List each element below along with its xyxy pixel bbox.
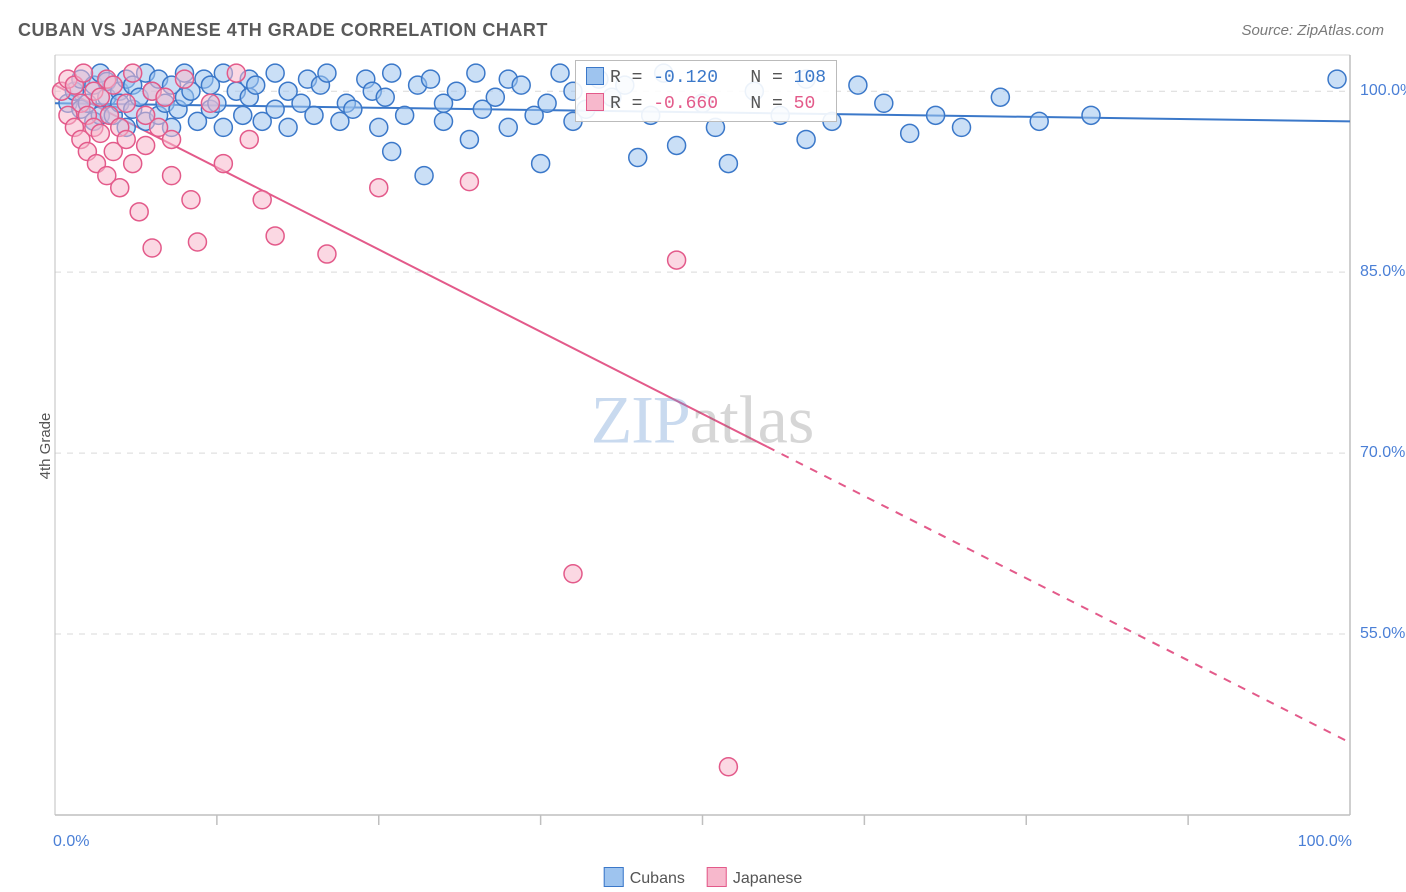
- data-point-cubans: [629, 149, 647, 167]
- data-point-japanese: [564, 565, 582, 583]
- data-point-cubans: [376, 88, 394, 106]
- data-point-cubans: [435, 112, 453, 130]
- data-point-cubans: [1082, 106, 1100, 124]
- data-point-japanese: [253, 191, 271, 209]
- data-point-cubans: [849, 76, 867, 94]
- data-point-cubans: [422, 70, 440, 88]
- data-point-cubans: [512, 76, 530, 94]
- data-point-cubans: [499, 118, 517, 136]
- data-point-cubans: [953, 118, 971, 136]
- series-legend: Cubans Japanese: [604, 867, 803, 888]
- y-tick-label: 70.0%: [1360, 444, 1405, 462]
- data-point-japanese: [227, 64, 245, 82]
- source-credit: Source: ZipAtlas.com: [1241, 22, 1384, 39]
- data-point-japanese: [188, 233, 206, 251]
- data-point-cubans: [460, 130, 478, 148]
- data-point-cubans: [415, 167, 433, 185]
- data-point-cubans: [875, 94, 893, 112]
- data-point-cubans: [538, 94, 556, 112]
- data-point-japanese: [182, 191, 200, 209]
- data-point-cubans: [266, 100, 284, 118]
- stats-legend-box: R = -0.120 N = 108R = -0.660 N = 50: [575, 60, 837, 122]
- data-point-japanese: [137, 136, 155, 154]
- data-point-cubans: [467, 64, 485, 82]
- data-point-cubans: [383, 64, 401, 82]
- data-point-cubans: [486, 88, 504, 106]
- data-point-japanese: [124, 155, 142, 173]
- y-tick-label: 85.0%: [1360, 263, 1405, 281]
- regression-line-japanese-extrapolated: [767, 447, 1350, 743]
- y-tick-label: 100.0%: [1360, 82, 1406, 100]
- plot-area: ZIPatlas R = -0.120 N = 108R = -0.660 N …: [55, 55, 1350, 815]
- data-point-cubans: [551, 64, 569, 82]
- data-point-japanese: [214, 155, 232, 173]
- data-point-cubans: [370, 118, 388, 136]
- data-point-japanese: [91, 124, 109, 142]
- chart-title: CUBAN VS JAPANESE 4TH GRADE CORRELATION …: [18, 20, 548, 41]
- data-point-cubans: [247, 76, 265, 94]
- data-point-cubans: [266, 64, 284, 82]
- data-point-cubans: [1328, 70, 1346, 88]
- data-point-cubans: [901, 124, 919, 142]
- data-point-japanese: [124, 64, 142, 82]
- data-point-cubans: [991, 88, 1009, 106]
- legend-swatch: [586, 67, 604, 85]
- legend-swatch: [707, 867, 727, 887]
- data-point-cubans: [1030, 112, 1048, 130]
- data-point-cubans: [234, 106, 252, 124]
- data-point-japanese: [104, 76, 122, 94]
- scatter-chart-svg: [55, 55, 1350, 815]
- data-point-cubans: [927, 106, 945, 124]
- data-point-japanese: [266, 227, 284, 245]
- y-axis-label: 4th Grade: [37, 413, 54, 480]
- x-axis-end-label: 100.0%: [1298, 833, 1352, 851]
- data-point-cubans: [447, 82, 465, 100]
- data-point-japanese: [111, 179, 129, 197]
- data-point-cubans: [396, 106, 414, 124]
- data-point-japanese: [370, 179, 388, 197]
- data-point-japanese: [719, 758, 737, 776]
- stats-row-cubans: R = -0.120 N = 108: [586, 65, 826, 91]
- y-tick-label: 55.0%: [1360, 625, 1405, 643]
- legend-swatch: [586, 93, 604, 111]
- data-point-cubans: [797, 130, 815, 148]
- data-point-cubans: [383, 143, 401, 161]
- data-point-japanese: [117, 94, 135, 112]
- data-point-cubans: [719, 155, 737, 173]
- data-point-cubans: [305, 106, 323, 124]
- legend-item: Cubans: [604, 867, 685, 888]
- legend-item: Japanese: [707, 867, 802, 888]
- data-point-cubans: [279, 118, 297, 136]
- data-point-cubans: [668, 136, 686, 154]
- data-point-japanese: [163, 130, 181, 148]
- data-point-japanese: [74, 64, 92, 82]
- data-point-japanese: [176, 70, 194, 88]
- data-point-japanese: [318, 245, 336, 263]
- data-point-cubans: [344, 100, 362, 118]
- data-point-cubans: [318, 64, 336, 82]
- data-point-japanese: [460, 173, 478, 191]
- data-point-cubans: [214, 118, 232, 136]
- data-point-japanese: [156, 88, 174, 106]
- data-point-japanese: [201, 94, 219, 112]
- data-point-cubans: [532, 155, 550, 173]
- legend-swatch: [604, 867, 624, 887]
- data-point-japanese: [668, 251, 686, 269]
- x-axis-start-label: 0.0%: [53, 833, 89, 851]
- data-point-japanese: [130, 203, 148, 221]
- data-point-japanese: [163, 167, 181, 185]
- data-point-japanese: [117, 130, 135, 148]
- data-point-japanese: [143, 239, 161, 257]
- stats-row-japanese: R = -0.660 N = 50: [586, 91, 826, 117]
- data-point-japanese: [240, 130, 258, 148]
